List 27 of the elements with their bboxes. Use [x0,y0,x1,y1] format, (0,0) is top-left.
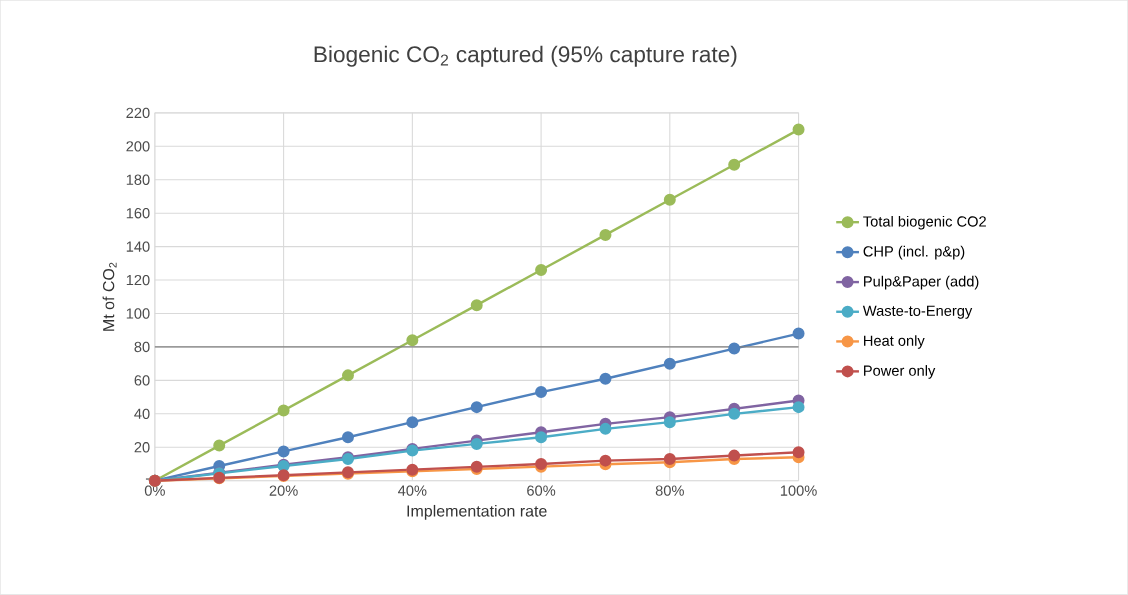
y-tick-label: 100 [126,308,150,319]
y-tick-label: 220 [126,107,150,119]
legend-label: Total biogenic CO2 [863,215,986,230]
y-tick-label: 160 [126,208,150,219]
legend-label: Heat only [864,335,925,349]
x-tick-label: 0% [144,485,165,496]
y-tick-label: 60 [134,375,150,386]
x-tick-label: 80% [655,485,684,496]
chart-title: Biogenic CO$_{2}$ captured (95% capture rate) [314,45,737,67]
y-tick-label: 180 [126,174,150,185]
y-tick-label: 80 [134,341,150,353]
legend-label: Waste-to-Energy [862,305,973,319]
y-tick-label: 20 [134,442,150,453]
x-tick-label: 100% [780,485,817,496]
x-tick-label: 20% [269,485,298,496]
x-axis-title: Implementation rate [407,504,547,520]
y-tick-label: 200 [126,141,150,152]
y-tick-label: 140 [126,241,150,252]
legend-label: CHP (incl. p&p) [863,245,965,260]
x-tick-label: 60% [527,485,556,496]
y-axis-title: Mt of CO$_{2}$ [102,262,117,331]
legend-label: Pulp&Paper (add) [864,275,979,290]
x-tick-label: 40% [398,485,427,496]
y-tick-label: - [145,478,150,480]
legend-label: Power only [864,365,936,379]
y-tick-label: 120 [126,274,150,286]
y-tick-label: 40 [134,408,150,420]
